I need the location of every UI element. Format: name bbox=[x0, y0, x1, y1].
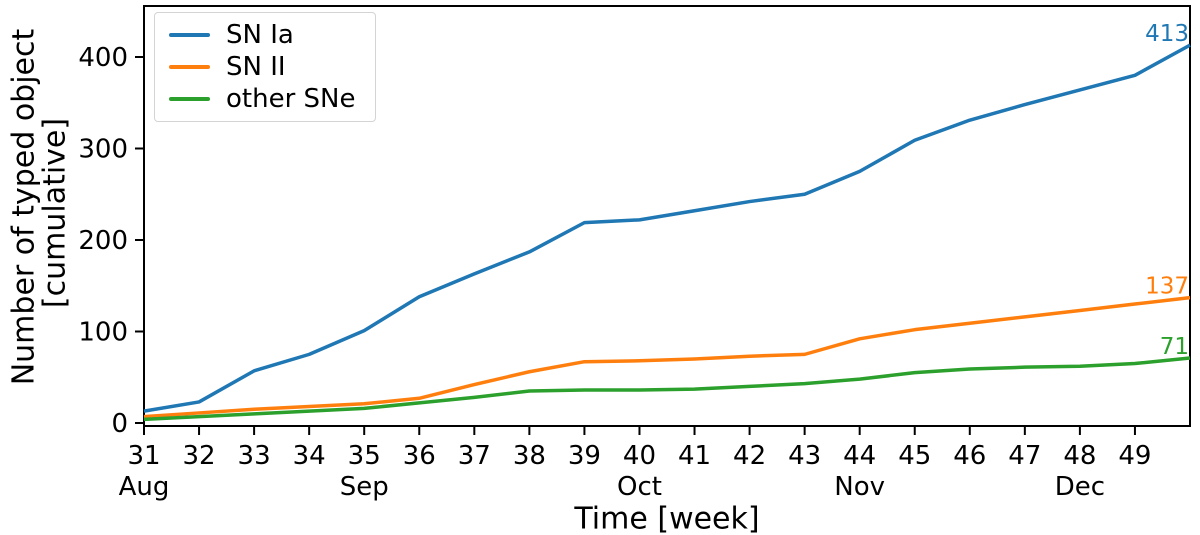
legend: SN Ia SN II other SNe bbox=[154, 12, 377, 122]
x-tick-label: 41 bbox=[678, 441, 711, 471]
x-tick-label: 33 bbox=[238, 441, 271, 471]
x-tick-label: 47 bbox=[1008, 441, 1041, 471]
x-tick-label: 48 bbox=[1063, 441, 1096, 471]
x-tick-label: 34 bbox=[293, 441, 326, 471]
y-tick-label: 200 bbox=[78, 226, 128, 256]
other-sne-line-sample-icon bbox=[169, 97, 210, 101]
x-tick-label: 36 bbox=[403, 441, 436, 471]
legend-item-sn-ii: SN II bbox=[169, 52, 355, 82]
x-tick-label: 42 bbox=[733, 441, 766, 471]
y-axis-label-line2: [cumulative] bbox=[37, 117, 73, 309]
month-label-dec: Dec bbox=[1055, 472, 1105, 502]
y-tick-label: 100 bbox=[78, 318, 128, 348]
x-tick-label: 45 bbox=[898, 441, 931, 471]
y-tick-label: 300 bbox=[78, 135, 128, 165]
x-tick-label: 37 bbox=[458, 441, 491, 471]
y-tick-label: 400 bbox=[78, 43, 128, 73]
end-value-label-other-sne: 71 bbox=[1160, 334, 1189, 360]
axes-spines bbox=[143, 5, 1191, 427]
legend-label-sn-ii: SN II bbox=[226, 52, 286, 82]
month-label-oct: Oct bbox=[617, 472, 662, 502]
x-tick-label: 46 bbox=[953, 441, 986, 471]
x-tick-label: 35 bbox=[348, 441, 381, 471]
sn-ii-line-sample-icon bbox=[169, 65, 210, 69]
x-axis-label: Time [week] bbox=[574, 501, 760, 535]
month-label-sep: Sep bbox=[340, 472, 389, 502]
x-tick-label: 39 bbox=[568, 441, 601, 471]
y-tick-label: 0 bbox=[111, 409, 128, 439]
legend-label-sn-ia: SN Ia bbox=[226, 20, 294, 50]
x-tick-label: 32 bbox=[183, 441, 216, 471]
x-tick-label: 49 bbox=[1118, 441, 1151, 471]
legend-item-other-sne: other SNe bbox=[169, 84, 355, 114]
x-tick-label: 31 bbox=[127, 441, 160, 471]
x-tick-label: 40 bbox=[623, 441, 656, 471]
end-value-label-sn-ii: 137 bbox=[1145, 274, 1189, 300]
month-label-aug: Aug bbox=[119, 472, 170, 502]
legend-item-sn-ia: SN Ia bbox=[169, 20, 355, 50]
y-axis-label-line1: Number of typed object bbox=[6, 28, 42, 386]
series-line-sn-ii bbox=[143, 295, 1191, 419]
series-line-other-sne bbox=[143, 356, 1191, 422]
sn-ia-line-sample-icon bbox=[169, 33, 210, 37]
month-label-nov: Nov bbox=[834, 472, 885, 502]
legend-label-other-sne: other SNe bbox=[226, 84, 356, 114]
end-value-label-sn-ia: 413 bbox=[1145, 21, 1189, 47]
x-tick-label: 38 bbox=[513, 441, 546, 471]
series-line-sn-ia bbox=[143, 43, 1191, 413]
x-tick-label: 44 bbox=[843, 441, 876, 471]
x-tick-label: 43 bbox=[788, 441, 821, 471]
